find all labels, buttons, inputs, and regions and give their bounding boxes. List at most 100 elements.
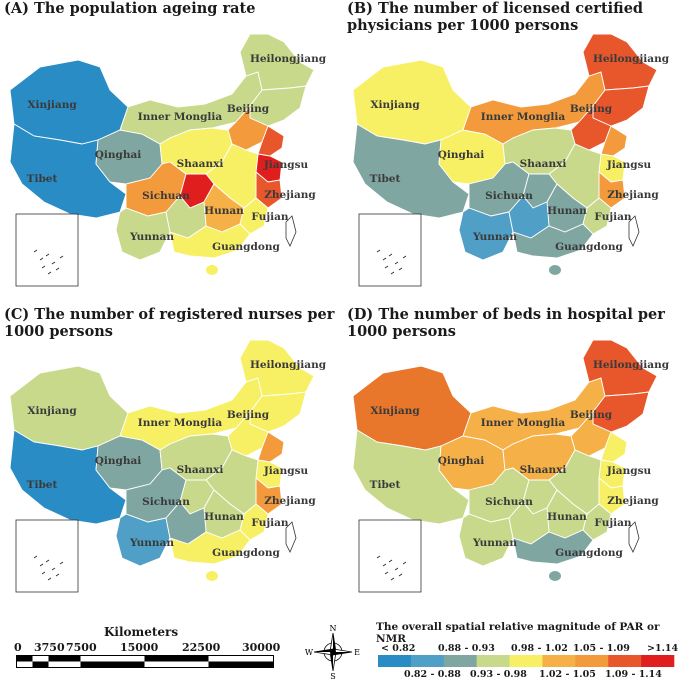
label-zhejiang: Zhejiang (264, 189, 316, 201)
island-mark (55, 573, 60, 577)
legend-label: < 0.82 (381, 643, 416, 654)
panel-title: (B) The number of licensed certified phy… (347, 0, 644, 34)
island-mark (384, 571, 389, 575)
china-map: Xinjiang Tibet Qinghai Inner Monglia Heilong… (9, 339, 327, 593)
island-mark (402, 255, 407, 259)
label-fujian: Fujian (251, 211, 288, 223)
label-yunnan: Yunnan (472, 231, 517, 243)
legend-swatch (509, 655, 543, 667)
label-shaanxi: Shaanxi (177, 158, 224, 170)
panel-title: (C) The number of registered nurses per … (4, 306, 335, 340)
legend-swatch (542, 655, 576, 667)
panel-d: (D) The number of beds in hospital per 1… (343, 306, 683, 611)
label-jiangsu: Jiangsu (606, 465, 652, 477)
island-mark (39, 257, 44, 261)
label-hunan: Hunan (547, 205, 587, 217)
scale-bar (16, 655, 274, 668)
island-mark (394, 261, 399, 265)
legend-swatch (575, 655, 609, 667)
label-qinghai: Qinghai (438, 455, 485, 467)
legend-swatch (641, 655, 675, 667)
island-mark (388, 253, 393, 257)
label-heilongjiang: Heilongjiang (593, 53, 670, 65)
south-china-sea-inset (358, 519, 422, 593)
compass-n: N (330, 624, 337, 633)
label-zhejiang: Zhejiang (607, 495, 659, 507)
label-inner-mongolia: Inner Monglia (481, 111, 566, 123)
label-hunan: Hunan (547, 511, 587, 523)
label-sichuan: Sichuan (142, 496, 190, 508)
hainan-island (549, 571, 561, 581)
south-china-sea-inset (15, 213, 79, 287)
label-hunan: Hunan (204, 205, 244, 217)
island-mark (384, 265, 389, 269)
taiwan-outline (285, 521, 297, 553)
label-guangdong: Guangdong (212, 547, 280, 559)
island-mark (376, 249, 381, 253)
region-guangdong (512, 223, 594, 259)
label-yunnan: Yunnan (472, 537, 517, 549)
compass-w: W (305, 648, 314, 657)
label-xinjiang: Xinjiang (370, 99, 420, 111)
island-mark (382, 257, 387, 261)
island-mark (45, 559, 50, 563)
panel-a: (A) The population ageing rate Xinjiang T… (0, 0, 340, 305)
panel-c: (C) The number of registered nurses per … (0, 306, 340, 611)
taiwan-outline (285, 215, 297, 247)
china-map: Xinjiang Tibet Qinghai Inner Monglia Heilong… (9, 33, 327, 287)
label-jiangsu: Jiangsu (263, 465, 309, 477)
legend-swatch (410, 655, 445, 667)
label-sichuan: Sichuan (485, 496, 533, 508)
region-heilongjiang (239, 339, 315, 397)
label-zhejiang: Zhejiang (607, 189, 659, 201)
island-mark (388, 559, 393, 563)
scale-tick: 7500 (66, 641, 97, 654)
island-mark (59, 255, 64, 259)
island-mark (47, 577, 52, 581)
label-heilongjiang: Heilongjiang (593, 359, 670, 371)
island-mark (382, 563, 387, 567)
compass-rose-icon: N S W E (305, 624, 360, 680)
island-mark (394, 567, 399, 571)
region-heilongjiang (582, 339, 658, 397)
label-heilongjiang: Heilongjiang (250, 359, 327, 371)
island-mark (59, 561, 64, 565)
label-xinjiang: Xinjiang (370, 405, 420, 417)
scale-title: Kilometers (104, 625, 179, 639)
panel-title: (A) The population ageing rate (4, 0, 256, 17)
china-map: Xinjiang Tibet Qinghai Inner Monglia Heilong… (352, 33, 670, 287)
island-mark (47, 271, 52, 275)
taiwan-outline (628, 215, 640, 247)
label-beijing: Beijing (227, 103, 270, 115)
legend-label: 0.98 - 1.02 (511, 643, 568, 654)
label-jiangsu: Jiangsu (263, 159, 309, 171)
region-yunnan (115, 513, 171, 567)
scale-tick: 0 (14, 641, 22, 654)
label-heilongjiang: Heilongjiang (250, 53, 327, 65)
label-inner-mongolia: Inner Monglia (138, 111, 223, 123)
label-qinghai: Qinghai (438, 149, 485, 161)
legend-label: 1.02 - 1.05 (539, 669, 596, 680)
china-map: Xinjiang Tibet Qinghai Inner Monglia Heilong… (352, 339, 670, 593)
region-yunnan (115, 207, 171, 261)
legend-swatch (378, 655, 412, 667)
south-china-sea-inset (15, 519, 79, 593)
region-heilongjiang (582, 33, 658, 91)
label-guangdong: Guangdong (555, 241, 623, 253)
island-mark (51, 567, 56, 571)
label-inner-mongolia: Inner Monglia (481, 417, 566, 429)
region-guangdong (512, 529, 594, 565)
legend-label: 1.05 - 1.09 (573, 643, 630, 654)
label-xinjiang: Xinjiang (27, 405, 77, 417)
label-tibet: Tibet (27, 173, 58, 185)
island-mark (41, 265, 46, 269)
legend-label: 0.88 - 0.93 (438, 643, 495, 654)
label-jiangsu: Jiangsu (606, 159, 652, 171)
scale-tick: 22500 (182, 641, 221, 654)
label-beijing: Beijing (570, 409, 613, 421)
south-china-sea-inset (358, 213, 422, 287)
island-mark (398, 573, 403, 577)
label-qinghai: Qinghai (95, 149, 142, 161)
label-tibet: Tibet (370, 479, 401, 491)
label-hunan: Hunan (204, 511, 244, 523)
